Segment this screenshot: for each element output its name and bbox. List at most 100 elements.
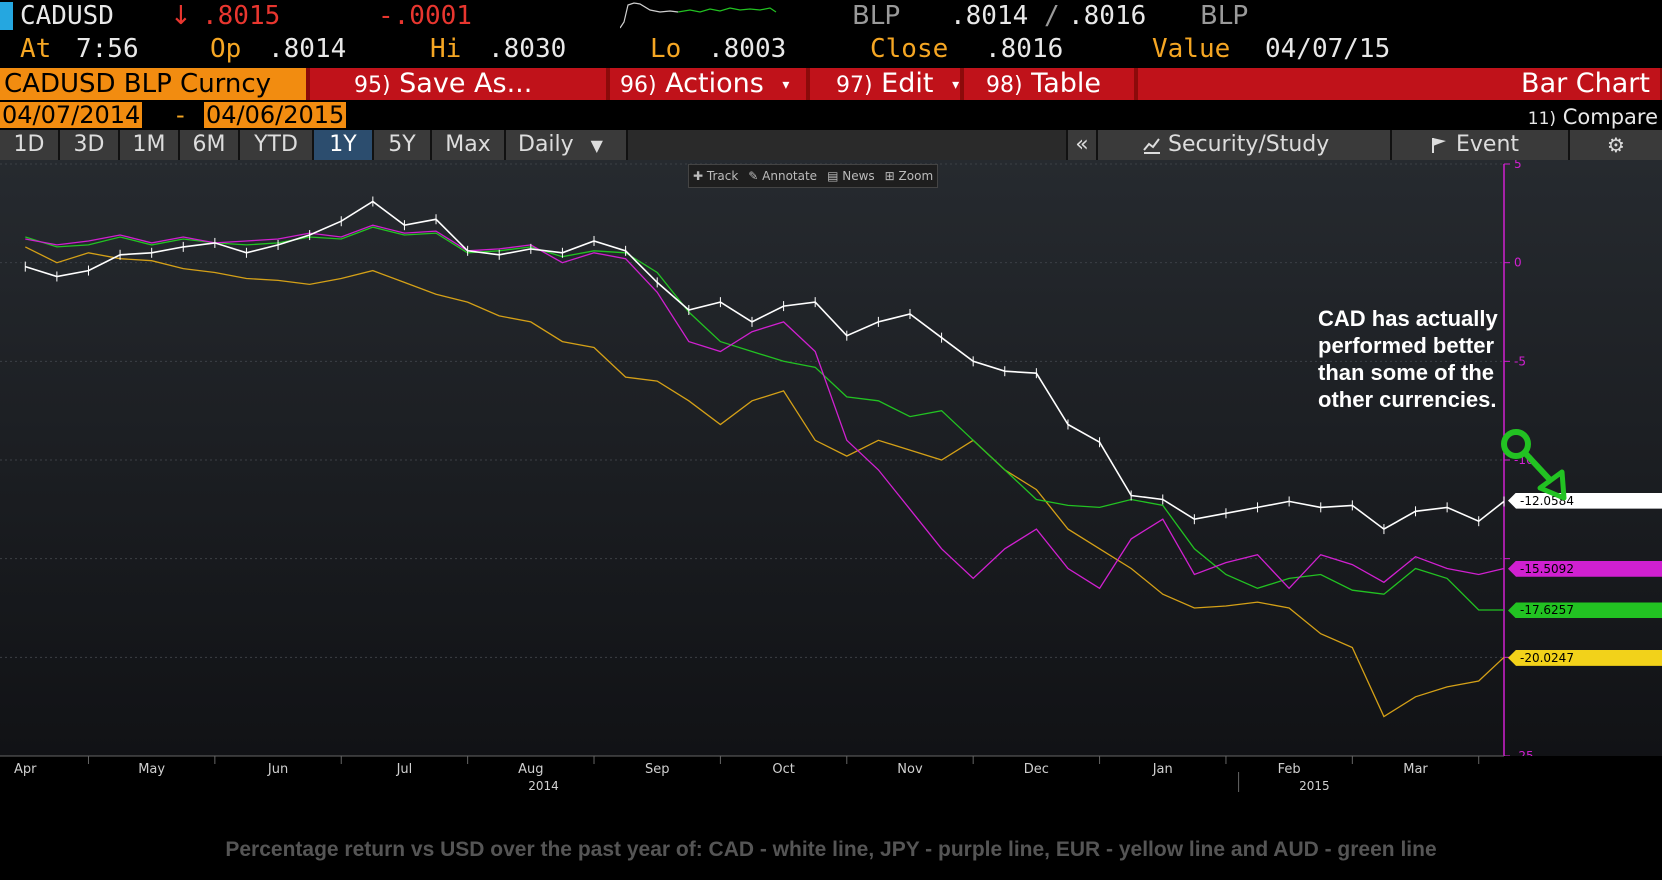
chart-toolbar: ✚ Track ✎ Annotate ▤ News ⊞ Zoom [688, 164, 939, 188]
annotation-text: CAD has actually performed better than s… [1318, 305, 1568, 413]
chart-type-button[interactable]: Bar Chart [1138, 68, 1662, 100]
date-range-bar: 04/07/2014 - 04/06/2015 11) Compare [0, 102, 1662, 130]
bid-price: .8014 [950, 1, 1029, 31]
series-line [25, 226, 1504, 611]
period-1y[interactable]: 1Y [314, 130, 374, 160]
high-label: Hi [430, 34, 462, 64]
end-date-field[interactable]: 04/06/2015 [204, 101, 347, 129]
chart-area[interactable]: 50-5-10-25AprMayJunJulAugSepOctNovDecJan… [0, 160, 1662, 808]
annotation-line: CAD has actually [1318, 306, 1498, 331]
annotation-line: other currencies. [1318, 387, 1497, 412]
event-button[interactable]: Event [1390, 130, 1568, 160]
actions-label: Actions [665, 68, 764, 99]
event-label: Event [1456, 132, 1520, 157]
year-label: 2015 [1299, 779, 1330, 793]
annotation-line: performed better [1318, 333, 1495, 358]
close-label: Close [870, 34, 949, 64]
high-value: .8030 [488, 34, 567, 64]
period-ytd[interactable]: YTD [240, 130, 314, 160]
ask-source: BLP [1200, 1, 1249, 31]
value-label: Value [1152, 34, 1231, 64]
chevron-down-icon: ▾ [952, 76, 960, 93]
open-value: .8014 [268, 34, 347, 64]
start-date-field[interactable]: 04/07/2014 [0, 101, 143, 129]
save-as-label: Save As... [399, 68, 533, 99]
line-chart[interactable]: 50-5-10-25AprMayJunJulAugSepOctNovDecJan… [0, 160, 1662, 808]
series-line [25, 200, 1505, 531]
at-time: 7:56 [76, 34, 139, 64]
edit-number: 97) [836, 73, 873, 98]
annotate-tool[interactable]: ✎ Annotate [748, 169, 818, 183]
table-number: 98) [986, 73, 1023, 98]
save-as-button[interactable]: 95) Save As... [310, 68, 608, 100]
period-1d[interactable]: 1D [0, 130, 60, 160]
low-value: .8003 [708, 34, 787, 64]
down-arrow-icon: ↓ [170, 1, 192, 31]
save-as-number: 95) [354, 73, 391, 98]
close-value: .8016 [985, 34, 1064, 64]
news-tool[interactable]: ▤ News [827, 169, 875, 183]
x-tick-label: Aug [518, 762, 543, 777]
series-line [25, 246, 1505, 718]
net-change: -.0001 [378, 1, 472, 31]
period-3d[interactable]: 3D [60, 130, 120, 160]
last-price: .8015 [202, 1, 281, 31]
chevron-down-icon: ▼ [590, 136, 603, 155]
intraday-sparkline [620, 2, 777, 29]
compare-number: 11) [1527, 109, 1557, 129]
compare-label: Compare [1562, 105, 1658, 129]
zoom-tool[interactable]: ⊞ Zoom [884, 169, 934, 183]
x-tick-label: Jun [267, 762, 288, 777]
x-tick-label: Mar [1403, 762, 1428, 777]
x-axis-band [0, 756, 1662, 808]
last-value-tag: -15.5092 [1508, 560, 1662, 577]
series-line [25, 224, 1505, 590]
y-tick-label: 5 [1514, 160, 1522, 171]
x-tick-label: Jul [396, 762, 413, 777]
security-field[interactable]: CADUSD BLP Curncy [0, 68, 308, 100]
annotation-arrow-icon [1501, 429, 1567, 501]
track-tool[interactable]: ✚ Track [693, 169, 739, 183]
open-label: Op [210, 34, 242, 64]
compare-button[interactable]: 11) Compare [1528, 104, 1658, 132]
edit-button[interactable]: 97) Edit ▾ [810, 68, 962, 100]
x-tick-label: Apr [14, 762, 37, 777]
flag-icon [1432, 138, 1446, 153]
period-1m[interactable]: 1M [120, 130, 180, 160]
x-tick-label: Sep [645, 762, 670, 777]
figure-caption: Percentage return vs USD over the past y… [225, 838, 1437, 861]
x-tick-label: Dec [1024, 762, 1049, 777]
x-tick-label: Feb [1278, 762, 1301, 777]
last-value-tag: -17.6257 [1508, 602, 1662, 619]
x-tick-label: Jan [1152, 762, 1173, 777]
period-toolbar: 1D 3D 1M 6M YTD 1Y 5Y Max Daily ▼ « Secu… [0, 130, 1662, 160]
table-button[interactable]: 98) Table [964, 68, 1136, 100]
x-tick-label: May [138, 762, 165, 777]
at-label: At [20, 34, 52, 64]
gear-icon[interactable]: ⚙ [1568, 130, 1662, 160]
actions-button[interactable]: 96) Actions ▾ [610, 68, 808, 100]
frequency-label: Daily [518, 132, 574, 157]
actions-number: 96) [620, 73, 657, 98]
period-max[interactable]: Max [432, 130, 506, 160]
annotate-label: Annotate [762, 169, 818, 183]
study-icon [1143, 138, 1160, 154]
period-5y[interactable]: 5Y [374, 130, 432, 160]
y-tick-label: -5 [1514, 354, 1526, 368]
value-date: 04/07/15 [1265, 34, 1391, 64]
bid-source: BLP [852, 1, 901, 31]
chevron-down-icon: ▾ [782, 76, 790, 93]
news-label: News [842, 169, 875, 183]
ticker-marker [0, 2, 13, 30]
collapse-button[interactable]: « [1066, 130, 1096, 160]
track-label: Track [706, 169, 739, 183]
frequency-dropdown[interactable]: Daily ▼ [506, 130, 628, 160]
annotation-line: than some of the [1318, 360, 1495, 385]
edit-label: Edit [881, 68, 934, 99]
y-tick-label: 0 [1514, 256, 1522, 270]
period-6m[interactable]: 6M [180, 130, 240, 160]
ask-price: .8016 [1068, 1, 1147, 31]
security-study-button[interactable]: Security/Study [1096, 130, 1390, 160]
quote-details: At 7:56 Op .8014 Hi .8030 Lo .8003 Close… [0, 33, 1662, 66]
table-label: Table [1031, 68, 1101, 99]
